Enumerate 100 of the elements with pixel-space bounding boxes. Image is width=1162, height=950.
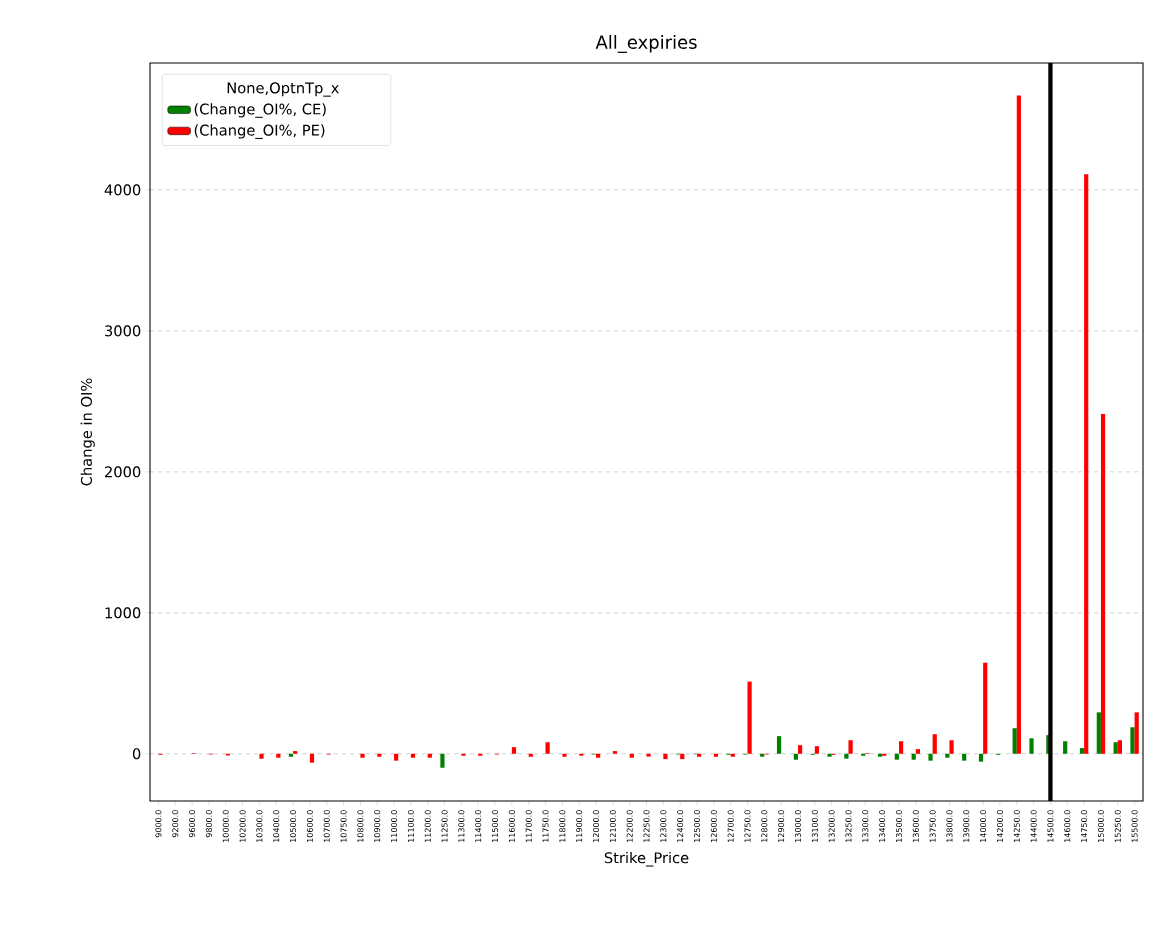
bar [394, 753, 399, 761]
bar [276, 753, 281, 758]
bar [596, 753, 601, 758]
bar [713, 753, 719, 757]
x-tick-label: 15000.0 [1097, 810, 1104, 842]
bar [894, 753, 899, 760]
bar [309, 753, 315, 763]
bar [528, 753, 533, 757]
bar [288, 753, 294, 757]
bar [1079, 748, 1085, 754]
bar [697, 753, 702, 757]
bar [440, 753, 445, 768]
bar [911, 753, 916, 760]
bar [730, 753, 735, 757]
x-tick-label: 14000.0 [980, 810, 987, 842]
x-tick-label: 13800.0 [946, 810, 953, 842]
y-axis-title: Change in OI% [80, 378, 95, 486]
bar [1012, 728, 1017, 754]
bar [663, 753, 668, 760]
bar [949, 740, 954, 754]
x-tick-label: 9000.0 [155, 810, 162, 838]
x-tick-label: 10500.0 [290, 810, 297, 842]
x-tick-label: 10700.0 [323, 810, 330, 842]
bar [814, 746, 820, 754]
x-tick-label: 11200.0 [424, 810, 431, 842]
x-tick-label: 14500.0 [1047, 810, 1054, 842]
x-axis-title: Strike_Price [604, 851, 689, 867]
bar [797, 745, 803, 754]
x-tick-label: 14600.0 [1064, 810, 1071, 842]
bar [646, 753, 651, 757]
x-tick-label: 10200.0 [239, 810, 246, 842]
x-tick-label: 13100.0 [811, 810, 818, 842]
x-tick-label: 15500.0 [1131, 810, 1138, 842]
x-tick-label: 12000.0 [592, 810, 600, 842]
bar [1100, 414, 1106, 754]
bar [1117, 740, 1122, 754]
bar [827, 753, 832, 757]
x-tick-label: 12700.0 [727, 810, 734, 842]
x-tick-label: 13000.0 [794, 810, 801, 842]
x-tick-label: 13400.0 [879, 810, 886, 842]
x-tick-label: 9600.0 [189, 810, 196, 838]
bar [1084, 174, 1089, 754]
x-tick-label: 13600.0 [912, 810, 919, 842]
x-tick-label: 10800.0 [357, 810, 364, 842]
x-tick-label: 9200.0 [172, 810, 179, 838]
x-tick-label: 12100.0 [609, 810, 616, 842]
bar [776, 736, 782, 754]
x-tick-label: 10600.0 [306, 810, 313, 842]
bar [360, 753, 365, 758]
x-tick-label: 12750.0 [744, 810, 751, 842]
x-tick-label: 13900.0 [963, 810, 970, 842]
x-tick-label: 13300.0 [862, 810, 869, 842]
x-tick-label: 11900.0 [576, 810, 583, 842]
bar [978, 753, 984, 762]
x-tick-label: 9800.0 [205, 810, 212, 838]
x-tick-label: 11500.0 [492, 810, 499, 842]
legend-label: (Change_OI%, CE) [194, 103, 326, 118]
x-tick-label: 13500.0 [895, 810, 902, 842]
bar [1016, 95, 1021, 754]
chart-title: All_expiries [595, 35, 697, 53]
bar [511, 747, 517, 754]
bar [983, 662, 988, 754]
x-tick-label: 14750.0 [1081, 810, 1088, 842]
x-tick-label: 11250.0 [441, 810, 448, 842]
bar [747, 681, 752, 754]
x-tick-label: 12500.0 [693, 810, 701, 842]
bar [545, 742, 550, 754]
bar [1096, 712, 1101, 754]
x-tick-label: 10000.0 [222, 810, 229, 842]
x-tick-label: 10400.0 [273, 810, 280, 842]
x-tick-label: 11100.0 [407, 810, 414, 842]
x-tick-label: 11300.0 [458, 810, 465, 842]
y-tick-label: 3000 [105, 325, 141, 337]
bar [760, 753, 765, 757]
y-tick-label: 2000 [105, 466, 141, 478]
bar [962, 753, 967, 761]
bar [293, 751, 298, 754]
x-tick-label: 12800.0 [761, 810, 768, 842]
x-tick-label: 13200.0 [828, 810, 835, 842]
x-tick-label: 10300.0 [256, 810, 263, 842]
y-tick-label: 0 [132, 748, 141, 760]
y-tick-label: 4000 [104, 184, 141, 196]
x-tick-label: 12600.0 [710, 810, 717, 842]
legend-label: (Change_OI%, PE) [194, 124, 325, 139]
x-tick-label: 12300.0 [660, 810, 667, 842]
x-tick-label: 11800.0 [559, 810, 566, 842]
bar [259, 753, 264, 759]
legend-title: None,OptnTp_x [227, 82, 339, 97]
x-tick-label: 11700.0 [525, 810, 532, 842]
bar [848, 740, 853, 754]
x-tick-label: 11750.0 [542, 810, 549, 842]
x-tick-label: 14200.0 [996, 810, 1003, 842]
bar [1029, 738, 1034, 754]
bar [915, 749, 921, 754]
x-tick-label: 11600.0 [508, 810, 515, 842]
bar [844, 753, 849, 759]
x-tick-label: 13250.0 [845, 810, 852, 842]
bar [793, 753, 798, 760]
x-tick-label: 13750.0 [929, 810, 936, 842]
bar [377, 753, 382, 757]
